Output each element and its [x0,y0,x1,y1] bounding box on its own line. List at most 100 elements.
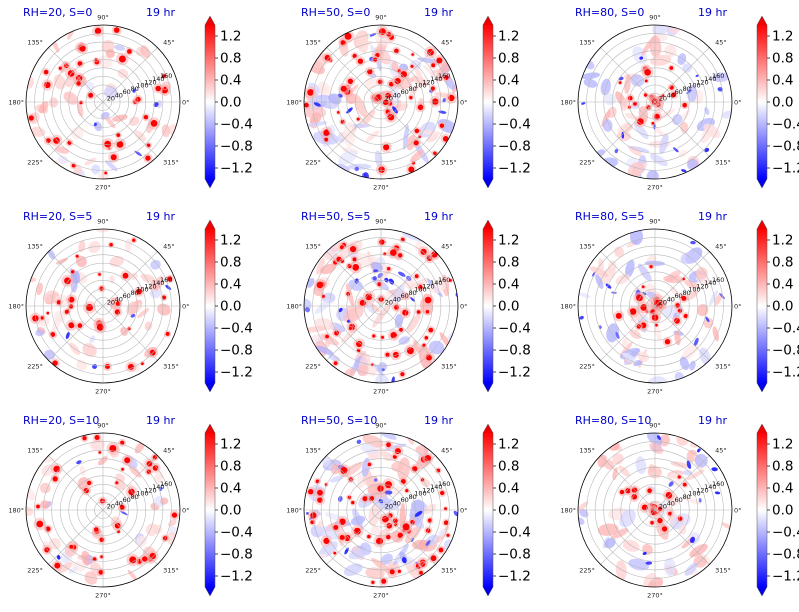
colorbar-tick-label: 1.2 [220,437,241,453]
angular-gridline [380,47,436,103]
colorbar-body [757,433,767,587]
radial-tick-label: 120 [696,486,708,494]
convective-cell [428,327,434,333]
angular-gridline [102,47,158,103]
field-patch [371,558,393,574]
colorbar: 1.2 0.8 0.4 0.0 −0.4 −0.8 −1.2 [204,423,253,597]
colorbar-tick-label: −0.4 [498,525,531,541]
convective-cell [424,336,429,340]
panel-title-left: RH=20, S=0 [23,6,93,19]
field-patch [305,326,327,333]
field-layer [304,433,458,587]
field-patch [410,149,424,163]
colorbar-body [205,25,215,179]
convective-cell [448,94,455,102]
angle-tick-label: 225° [579,159,595,167]
convective-cell [387,267,391,271]
field-layer [26,229,180,383]
colorbar-tick-label: 0.4 [772,481,793,497]
updraft-negative [686,89,693,94]
field-patch [84,157,97,166]
angular-gridline [48,455,104,511]
convective-cell [644,69,651,76]
panel-title-left: RH=80, S=0 [575,6,645,19]
field-patch [404,525,421,544]
field-patch [77,102,84,117]
colorbar-tick-label: −1.2 [220,569,253,585]
panel-title-right: 19 hr [146,210,175,223]
convective-cell [390,332,397,339]
field-patch [140,45,151,59]
convective-cell [94,527,99,532]
field-patch [105,48,115,59]
convective-cell [141,362,144,365]
convective-cell [377,79,383,85]
colorbar-outline [204,15,216,189]
angle-tick-label: 135° [305,242,321,250]
colorbar-tick-label: 1.2 [772,233,793,249]
convective-cell [625,488,631,494]
convective-cell [50,332,56,337]
field-patch [682,496,702,505]
colorbar-extend-max [483,220,493,229]
angle-tick-label: 90° [649,14,661,22]
colorbar-tick-label: −0.8 [772,139,799,155]
convective-cell [109,243,113,247]
field-patch [316,258,325,275]
field-patch [84,571,98,585]
convective-cell [67,140,72,145]
colorbar-outline [482,15,494,189]
field-patch [602,119,613,132]
colorbar-tick-label: 0.8 [220,459,241,475]
panel-title-left: RH=50, S=10 [301,414,378,427]
colorbar-tick-label: 1.2 [772,29,793,45]
field-layer [578,25,732,179]
polar-frame [303,24,459,180]
radial-tick-label: 160 [160,276,172,284]
field-patch [57,155,69,164]
radial-tick-label: 140 [704,483,716,491]
updraft-negative [165,284,172,290]
colorbar: 1.2 0.8 0.4 0.0 −0.4 −0.8 −1.2 [756,423,799,597]
field-patch [598,258,604,272]
radial-tick-label: 20 [659,95,667,103]
convective-cell [375,94,382,101]
radial-tick-label: 160 [160,72,172,80]
colorbar-tick-label: 0.4 [220,277,241,293]
angular-gridline [600,251,656,307]
field-patch [678,524,687,535]
angular-gridline [326,101,382,157]
radial-tick-label: 40 [115,500,123,508]
polar-frame [577,228,733,384]
convective-cell [340,467,348,474]
field-patch [360,443,379,455]
field-patch [583,78,598,88]
convective-cell [324,137,329,142]
field-patch [91,164,101,175]
colorbar-extend-min [483,587,493,596]
updraft-negative [414,510,423,517]
panel-title-left: RH=80, S=5 [575,210,645,223]
radial-tick-label: 140 [430,279,442,287]
angle-tick-label: 315° [715,567,731,575]
field-patch [134,441,146,454]
field-patch [709,290,719,306]
field-patch [678,149,688,158]
convective-cell [647,488,652,494]
field-patch [137,308,150,319]
field-patch [335,163,351,172]
radial-tick-label: 160 [712,276,724,284]
convective-cell [171,512,178,518]
field-patch [63,91,79,105]
angle-tick-label: 45° [163,446,175,454]
convective-cell [64,277,71,285]
convective-cell [425,354,433,361]
colorbar-extend-max [757,424,767,433]
field-patch [314,299,332,314]
colorbar-tick-label: 0.4 [498,277,519,293]
convective-cell [409,95,413,100]
colorbar-outline [756,219,768,393]
field-patch [637,351,649,362]
convective-cell [339,535,345,540]
radial-tick-label: 40 [115,296,123,304]
